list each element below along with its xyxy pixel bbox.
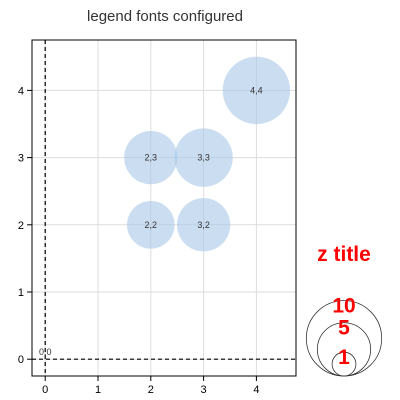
x-tick-label: 3 — [201, 384, 207, 396]
point-label-0-0: 0,0 — [39, 347, 52, 357]
chart-title: legend fonts configured — [87, 8, 243, 25]
point-label-2-2: 2,2 — [145, 220, 158, 230]
x-tick-label: 0 — [42, 384, 48, 396]
point-label-3-3: 3,3 — [197, 153, 210, 163]
size-legend-title: z title — [317, 243, 371, 266]
y-tick-label: 4 — [18, 85, 24, 97]
size-legend: z title 105 1 — [305, 243, 383, 377]
reference-lines — [32, 40, 296, 376]
x-tick-label: 2 — [148, 384, 154, 396]
bubble-2-2 — [126, 200, 175, 249]
size-legend-circle-1 — [331, 351, 357, 377]
y-tick-label: 3 — [18, 153, 24, 165]
bubble-3-2 — [176, 198, 231, 252]
point-label-2-3: 2,3 — [145, 153, 158, 163]
size-legend-label-5: 5 — [338, 317, 350, 340]
bubble-2-3 — [124, 130, 178, 185]
y-tick-label: 1 — [18, 287, 24, 299]
bubble-4-4 — [222, 56, 291, 125]
x-axis-ticks: 0 1 2 3 4 — [42, 376, 259, 396]
size-legend-label-1: 1 — [338, 346, 350, 369]
x-tick-label: 1 — [95, 384, 101, 396]
size-legend-label-10: 10 — [332, 295, 355, 318]
point-label-4-4: 4,4 — [250, 85, 263, 95]
x-tick-label: 4 — [253, 384, 259, 396]
point-labels: 0,0 2,2 3,2 2,3 3,3 4,4 — [39, 85, 263, 357]
y-axis-ticks: 0 1 2 3 4 — [18, 85, 32, 366]
y-tick-label: 0 — [18, 354, 24, 366]
point-label-3-2: 3,2 — [197, 220, 210, 230]
bubble-3-3 — [174, 128, 233, 187]
plot-frame — [31, 39, 297, 377]
y-tick-label: 2 — [18, 220, 24, 232]
bubble-series — [124, 56, 291, 252]
